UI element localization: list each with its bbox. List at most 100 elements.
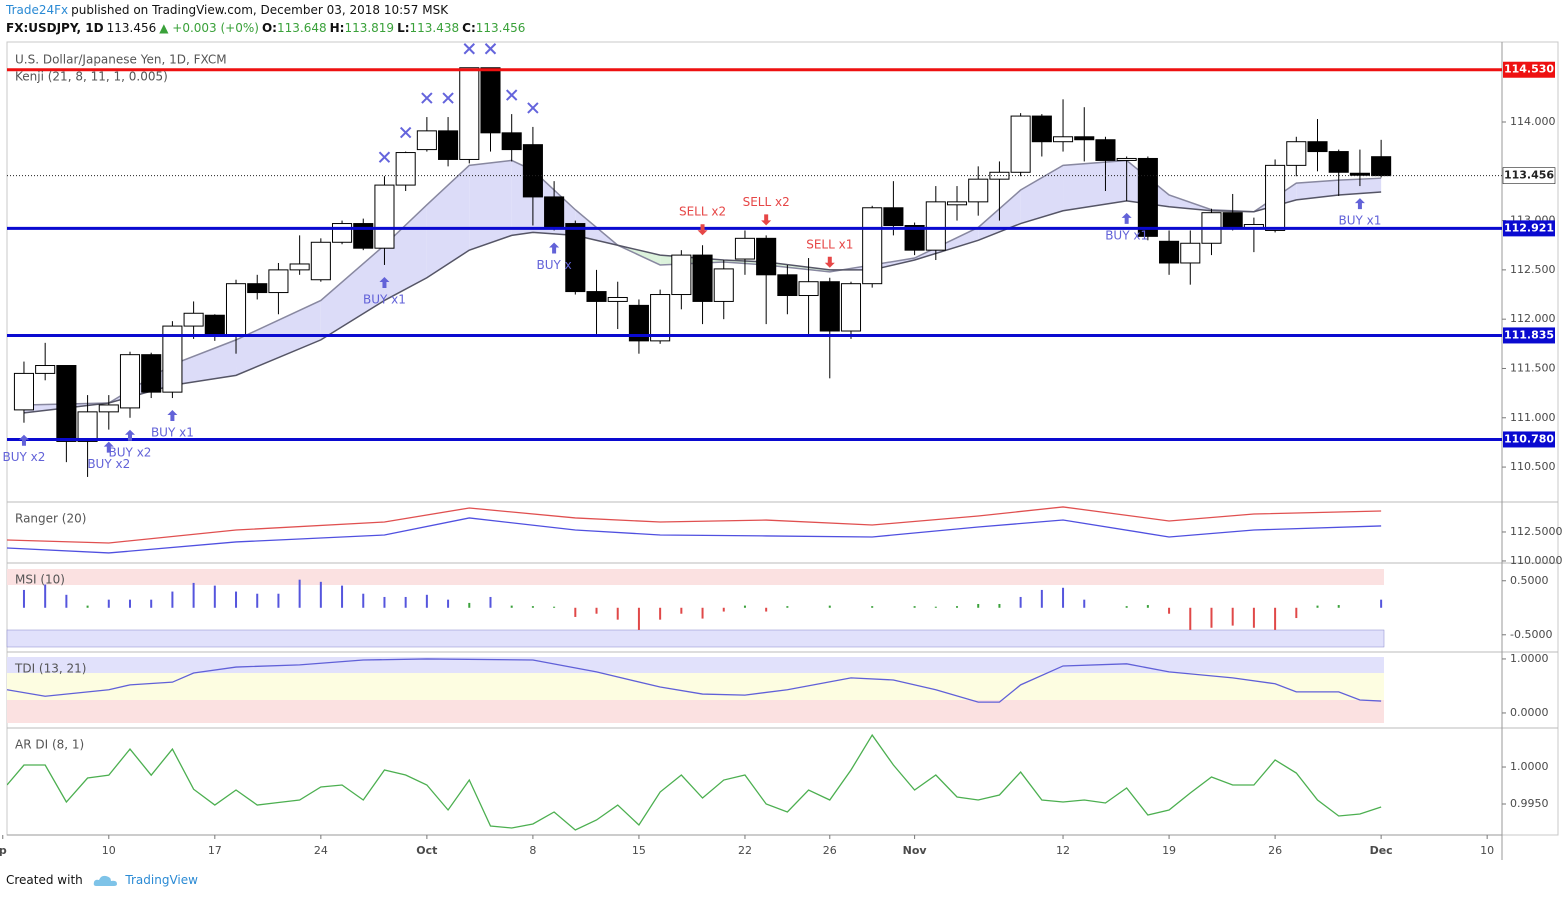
signal-label: BUY x xyxy=(536,258,571,272)
y-tick-label: 114.000 xyxy=(1510,115,1556,128)
y-tick-label: 110.0000 xyxy=(1510,554,1563,567)
signal-arrow xyxy=(379,276,390,288)
bar xyxy=(150,599,153,608)
bar xyxy=(574,607,577,617)
cloud xyxy=(426,165,470,278)
created-with: Created with xyxy=(6,873,83,887)
cloud xyxy=(1296,180,1339,200)
candle-body xyxy=(1074,136,1095,141)
bar xyxy=(786,606,789,608)
candle-body xyxy=(119,354,141,409)
signal-label: BUY x1 xyxy=(1338,214,1381,228)
candle-body xyxy=(883,207,904,227)
symbol: FX:USDJPY, 1D xyxy=(6,21,104,35)
candle-body xyxy=(247,283,268,294)
bar xyxy=(362,593,365,608)
candle-body xyxy=(1328,151,1349,173)
cross-signal xyxy=(399,126,412,139)
signal-arrow xyxy=(824,256,835,268)
x-tick-label: 15 xyxy=(632,844,646,857)
candle-body xyxy=(819,281,840,332)
candle-body xyxy=(141,354,162,393)
cross-signal xyxy=(378,151,391,163)
bar xyxy=(256,593,259,608)
bar xyxy=(1337,605,1340,608)
bar xyxy=(595,607,598,614)
bar xyxy=(1295,607,1298,619)
bar xyxy=(235,591,238,608)
series-line xyxy=(7,658,1382,703)
candle-body xyxy=(713,268,734,302)
candle-body xyxy=(544,196,565,228)
x-tick-label: 12 xyxy=(1056,844,1070,857)
y-tick-label: 0.9950 xyxy=(1510,797,1549,810)
series-line xyxy=(7,506,1382,544)
candle-body xyxy=(374,184,395,249)
y-tick-label: 111.000 xyxy=(1510,411,1556,424)
bar xyxy=(1146,605,1149,608)
brand[interactable]: TradingView xyxy=(125,873,198,887)
ohlc-key: O: xyxy=(261,21,277,35)
series-line xyxy=(7,517,1382,554)
candle-body xyxy=(1010,115,1031,173)
panel-title: Ranger (20) xyxy=(15,512,86,526)
bar xyxy=(192,582,195,608)
panel-title: MSI (10) xyxy=(15,573,65,587)
level-tag-label: 111.835 xyxy=(1504,328,1554,341)
bar xyxy=(425,594,428,608)
ohlc-key: H: xyxy=(329,21,345,35)
candle-body xyxy=(204,314,225,336)
signal-label: BUY x1 xyxy=(363,292,406,306)
ohlc-value: 113.648 xyxy=(276,21,327,35)
ohlc-value: 113.438 xyxy=(409,21,460,35)
x-tick-label: p xyxy=(0,844,7,857)
candle-body xyxy=(1031,115,1052,143)
candle-body xyxy=(1159,240,1180,264)
candle-body xyxy=(904,225,925,251)
bar xyxy=(319,581,322,608)
candle-body xyxy=(289,263,310,271)
candle-body xyxy=(840,283,862,332)
bar xyxy=(1040,589,1043,608)
x-tick-label: 10 xyxy=(102,844,116,857)
y-tick-label: 0.5000 xyxy=(1510,574,1549,587)
msi-upper-band xyxy=(7,569,1384,585)
signal-label: BUY x2 xyxy=(109,445,152,459)
bar xyxy=(341,585,344,608)
cloud xyxy=(1063,160,1127,211)
x-tick-label: Nov xyxy=(903,844,928,857)
header-line-1: Trade24Fx published on TradingView.com, D… xyxy=(6,3,451,17)
y-tick-label: -0.5000 xyxy=(1510,628,1552,641)
y-tick-label: 0.0000 xyxy=(1510,706,1549,719)
tdi-lower-band xyxy=(7,700,1384,723)
candle-body xyxy=(671,254,692,296)
candle-body xyxy=(650,294,671,342)
candle-body xyxy=(1180,242,1201,264)
candle-body xyxy=(1286,141,1307,166)
bar xyxy=(1083,599,1086,608)
header-line-2: FX:USDJPY, 1D 113.456 ▲ +0.003 (+0%) O:113.… xyxy=(6,21,531,35)
candle-body xyxy=(183,312,204,327)
bar xyxy=(1380,599,1383,608)
bar xyxy=(277,593,280,608)
signal-arrow xyxy=(18,434,29,446)
bar xyxy=(977,603,980,608)
candle-body xyxy=(310,241,331,281)
bar xyxy=(1019,596,1022,608)
bar xyxy=(722,607,725,612)
bar xyxy=(531,606,534,608)
ohlc-value: 113.456 xyxy=(475,21,526,35)
candle-body xyxy=(798,281,819,297)
candle-body xyxy=(628,304,649,342)
bar xyxy=(701,607,704,619)
signal-label: SELL x2 xyxy=(743,195,790,209)
signal-label: BUY x2 xyxy=(87,457,130,471)
y-tick-label: 112.5000 xyxy=(1510,525,1563,538)
x-tick-label: 10 xyxy=(1480,844,1494,857)
candle-body xyxy=(1116,157,1137,161)
signal-arrow xyxy=(167,410,178,422)
x-tick-label: 26 xyxy=(1268,844,1282,857)
y-tick-label: 111.500 xyxy=(1510,361,1556,374)
bar xyxy=(913,606,916,608)
bar xyxy=(871,606,874,608)
